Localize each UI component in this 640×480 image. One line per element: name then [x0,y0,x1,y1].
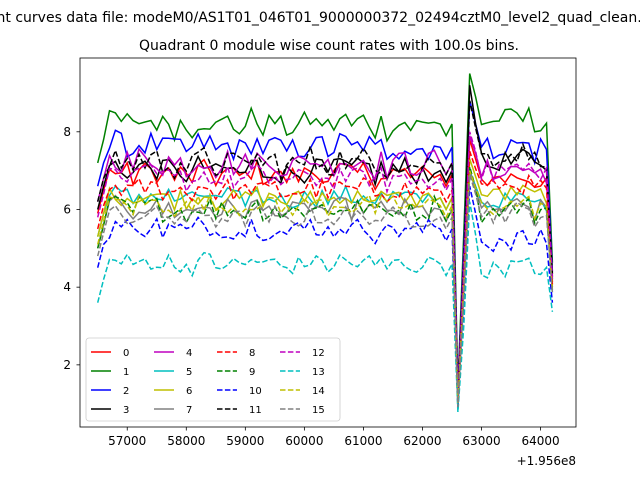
legend-label-14: 14 [312,386,325,397]
series-line-9 [96,166,554,404]
x-tick-label: 60000 [285,434,323,448]
legend-label-15: 15 [312,405,325,416]
y-axis: 2 4 6 8 [63,125,80,372]
axes-title: Quadrant 0 module wise count rates with … [139,38,519,54]
legend-label-5: 5 [186,367,192,378]
legend-label-6: 6 [186,386,192,397]
axes-frame [79,57,577,428]
x-tick-label: 59000 [226,434,264,448]
x-tick-label: 61000 [344,434,382,448]
y-tick-label: 4 [63,280,71,294]
series-line-11 [96,100,554,395]
legend-label-8: 8 [249,348,255,359]
series-line-15 [96,174,554,408]
plot-area [96,73,554,413]
legend-box [85,337,341,422]
legend-label-7: 7 [186,405,192,416]
series-line-10 [96,186,554,408]
series-line-1 [96,73,554,387]
x-axis: 57000 58000 59000 60000 61000 62000 63000 64000 [108,427,560,448]
y-tick-label: 8 [63,125,71,139]
legend-label-1: 1 [123,367,129,378]
legend-label-11: 11 [249,405,262,416]
x-tick-label: 58000 [167,434,205,448]
y-tick-label: 2 [63,358,71,372]
legend-label-4: 4 [186,348,192,359]
legend-label-10: 10 [249,386,262,397]
series-line-12 [96,131,554,399]
x-tick-label: 64000 [521,434,559,448]
x-tick-label: 62000 [403,434,441,448]
series-line-8 [96,150,554,400]
legend-label-9: 9 [249,367,255,378]
y-tick-label: 6 [63,202,71,216]
x-tick-label: 57000 [108,434,146,448]
figure-suptitle: Light curves data file: modeM0/AS1T01_04… [0,10,640,26]
x-tick-label: 63000 [462,434,500,448]
series-line-13 [96,201,554,413]
x-offset-label: +1.956e8 [517,454,576,468]
series-line-6 [96,158,554,404]
series-line-0 [96,139,554,395]
legend-label-0: 0 [123,348,129,359]
legend-label-13: 13 [312,367,325,378]
legend-label-12: 12 [312,348,325,359]
series-line-14 [96,170,554,404]
legend-label-2: 2 [123,386,129,397]
legend-label-3: 3 [123,405,129,416]
